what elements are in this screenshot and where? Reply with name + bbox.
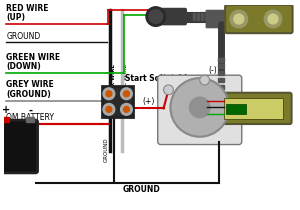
Circle shape xyxy=(106,106,112,112)
Circle shape xyxy=(103,88,115,100)
Text: GROUND: GROUND xyxy=(122,185,160,194)
Text: -: - xyxy=(29,105,33,115)
FancyBboxPatch shape xyxy=(102,86,133,117)
Bar xyxy=(212,13,214,20)
FancyBboxPatch shape xyxy=(209,10,214,28)
FancyBboxPatch shape xyxy=(191,100,196,117)
Text: BLACK WIRE: BLACK WIRE xyxy=(111,64,116,102)
Bar xyxy=(218,58,224,62)
Circle shape xyxy=(234,14,244,24)
Bar xyxy=(220,13,222,20)
Bar xyxy=(26,117,34,122)
Circle shape xyxy=(124,106,129,112)
Bar xyxy=(193,13,195,20)
FancyBboxPatch shape xyxy=(213,10,218,28)
Circle shape xyxy=(190,97,210,118)
FancyBboxPatch shape xyxy=(225,5,292,33)
Circle shape xyxy=(124,91,129,97)
Bar xyxy=(226,105,246,114)
FancyBboxPatch shape xyxy=(203,100,208,117)
Text: OM BATTERY: OM BATTERY xyxy=(6,113,54,122)
Circle shape xyxy=(103,104,115,115)
Bar xyxy=(201,13,203,20)
Circle shape xyxy=(170,78,229,137)
Circle shape xyxy=(121,88,132,100)
Text: GROUND: GROUND xyxy=(104,138,109,162)
FancyBboxPatch shape xyxy=(219,93,292,124)
FancyBboxPatch shape xyxy=(206,10,211,28)
Bar xyxy=(218,71,224,75)
Text: GROUND: GROUND xyxy=(6,32,40,41)
Text: TERY: TERY xyxy=(8,147,32,156)
Bar xyxy=(205,13,207,20)
Text: GREY WIRE
(GROUND): GREY WIRE (GROUND) xyxy=(6,80,54,99)
Circle shape xyxy=(264,10,282,28)
Bar xyxy=(197,13,199,20)
Bar xyxy=(208,13,211,20)
Text: 12 VDC Motor: 12 VDC Motor xyxy=(170,130,223,139)
Bar xyxy=(2,117,9,122)
Circle shape xyxy=(230,10,247,28)
Circle shape xyxy=(149,10,163,23)
Circle shape xyxy=(268,14,278,24)
Text: (-): (-) xyxy=(208,66,217,75)
Circle shape xyxy=(121,104,132,115)
Text: WHITE WIRE: WHITE WIRE xyxy=(123,64,128,102)
Bar xyxy=(218,78,224,82)
Text: GREEN WIRE
(DOWN): GREEN WIRE (DOWN) xyxy=(6,52,60,71)
FancyBboxPatch shape xyxy=(195,100,200,117)
FancyBboxPatch shape xyxy=(221,10,226,28)
Text: RED WIRE
(UP): RED WIRE (UP) xyxy=(6,4,49,22)
Text: BAT: BAT xyxy=(11,135,29,144)
Circle shape xyxy=(164,85,173,95)
FancyBboxPatch shape xyxy=(154,8,187,25)
Bar xyxy=(218,85,224,89)
FancyBboxPatch shape xyxy=(217,10,222,28)
FancyBboxPatch shape xyxy=(158,75,242,144)
Bar xyxy=(216,13,218,20)
Circle shape xyxy=(106,91,112,97)
Bar xyxy=(218,64,224,68)
Circle shape xyxy=(200,75,209,85)
FancyBboxPatch shape xyxy=(0,120,38,173)
Text: +: + xyxy=(2,105,10,115)
Circle shape xyxy=(146,7,166,26)
FancyBboxPatch shape xyxy=(199,100,204,117)
Bar xyxy=(224,98,283,119)
Text: (+): (+) xyxy=(162,74,175,83)
Text: Start Solenoid: Start Solenoid xyxy=(125,74,188,83)
Text: (+): (+) xyxy=(142,97,154,106)
